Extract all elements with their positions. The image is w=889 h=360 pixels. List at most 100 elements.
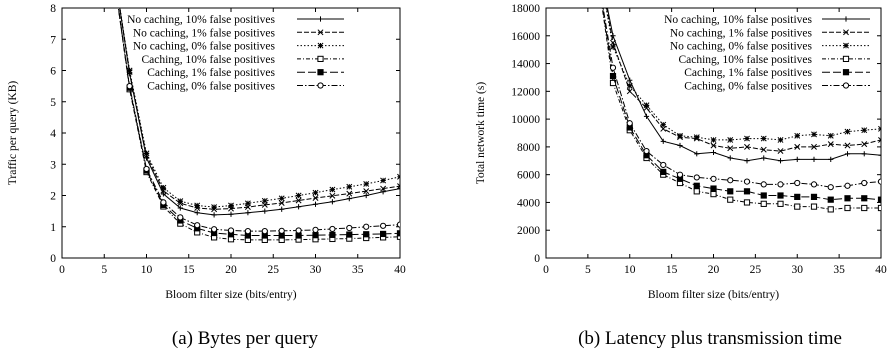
data-point xyxy=(710,175,717,182)
data-point xyxy=(844,182,851,189)
data-point xyxy=(363,192,369,199)
data-point xyxy=(693,134,700,141)
x-tick-label: 25 xyxy=(750,264,762,276)
legend-marker xyxy=(843,29,849,36)
data-point xyxy=(878,125,881,132)
legend-label: Caching, 10% false positives xyxy=(141,54,275,66)
data-point xyxy=(228,202,234,209)
data-point xyxy=(694,151,700,157)
data-point xyxy=(397,183,400,190)
data-point xyxy=(296,204,302,210)
data-point xyxy=(626,120,633,127)
data-point xyxy=(397,173,400,180)
data-point xyxy=(228,211,234,217)
y-tick-label: 16000 xyxy=(511,31,540,43)
data-point xyxy=(609,72,617,80)
data-point xyxy=(660,168,667,175)
legend-marker xyxy=(317,69,324,76)
data-point xyxy=(295,232,302,239)
x-tick-label: 5 xyxy=(101,264,107,276)
data-point xyxy=(626,82,633,89)
x-tick-label: 40 xyxy=(394,264,406,276)
data-point xyxy=(194,210,200,216)
data-point xyxy=(727,155,733,161)
series-3 xyxy=(605,8,881,143)
data-point xyxy=(761,155,767,161)
data-point xyxy=(844,204,851,212)
data-point xyxy=(329,231,336,238)
data-point xyxy=(710,185,717,192)
data-point xyxy=(279,206,285,212)
legend-label: No caching, 10% false positives xyxy=(664,14,812,26)
data-point xyxy=(777,200,784,207)
y-tick-label: 6 xyxy=(50,66,56,78)
data-point xyxy=(861,127,868,134)
data-point xyxy=(312,189,319,196)
legend-marker xyxy=(842,55,850,62)
y-tick-label: 4 xyxy=(50,128,56,140)
data-point xyxy=(160,184,167,191)
x-tick-label: 20 xyxy=(225,264,237,276)
data-point xyxy=(295,197,302,204)
legend-marker xyxy=(317,82,324,89)
data-point xyxy=(177,198,184,205)
legend-label: Caching, 10% false positives xyxy=(678,54,812,66)
data-point xyxy=(363,180,370,187)
y-tick-label: 18000 xyxy=(511,3,540,15)
data-point xyxy=(380,177,387,184)
data-point xyxy=(677,132,683,139)
legend-label: No caching, 1% false positives xyxy=(670,27,813,39)
data-point xyxy=(727,196,734,203)
data-point xyxy=(760,192,767,199)
data-point xyxy=(160,199,167,206)
data-point xyxy=(143,150,150,157)
y-tick-label: 5 xyxy=(50,97,56,109)
data-point xyxy=(396,221,400,228)
data-point xyxy=(643,113,650,119)
plot-area xyxy=(601,8,881,213)
data-point xyxy=(194,202,201,209)
y-tick-label: 12000 xyxy=(511,86,540,98)
data-point xyxy=(827,132,834,139)
data-point xyxy=(329,192,336,199)
y-tick-label: 6000 xyxy=(517,170,540,182)
data-point xyxy=(794,179,801,187)
data-point xyxy=(777,148,784,155)
data-point xyxy=(346,231,353,238)
data-point xyxy=(727,188,734,195)
y-tick-label: 4000 xyxy=(517,197,540,209)
y-tick-label: 7 xyxy=(50,34,56,46)
data-point xyxy=(744,143,750,150)
data-point xyxy=(278,195,285,202)
series-3 xyxy=(119,8,400,211)
x-tick-label: 0 xyxy=(543,264,549,276)
data-point xyxy=(261,228,268,235)
data-point xyxy=(810,193,818,200)
legend-marker xyxy=(843,42,849,49)
data-point xyxy=(727,136,734,143)
data-point xyxy=(827,206,834,213)
data-point xyxy=(794,132,801,139)
y-tick-label: 14000 xyxy=(511,59,540,71)
data-point xyxy=(710,191,717,198)
data-point xyxy=(727,145,734,152)
caption-b: (b) Latency plus transmission time xyxy=(578,328,842,349)
data-point xyxy=(244,200,251,207)
data-point xyxy=(261,197,268,204)
data-point xyxy=(126,67,133,74)
x-tick-label: 5 xyxy=(585,264,591,276)
data-point xyxy=(194,222,201,229)
data-point xyxy=(660,121,667,128)
y-axis-label: Total network time (s) xyxy=(475,82,487,185)
data-point xyxy=(760,135,767,142)
y-tick-label: 8 xyxy=(50,3,56,15)
series-line xyxy=(119,8,400,210)
series-line xyxy=(606,8,881,152)
data-point xyxy=(794,156,800,162)
data-point xyxy=(397,186,400,192)
data-point xyxy=(794,143,801,150)
x-tick-label: 40 xyxy=(875,264,887,276)
